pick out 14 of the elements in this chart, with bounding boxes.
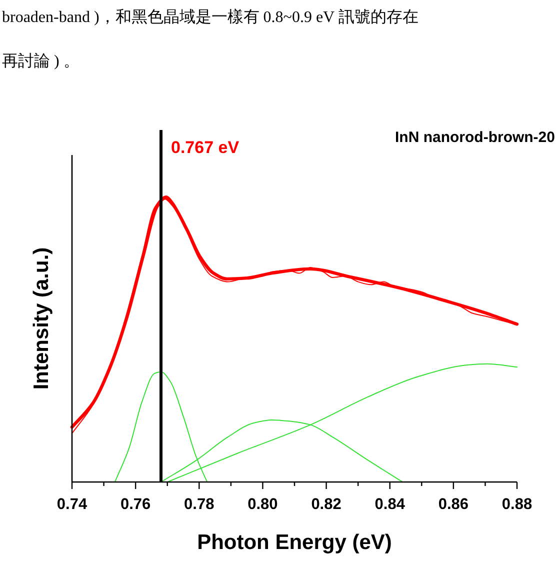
x-tick-label: 0.88 [502, 496, 532, 513]
x-tick-label: 0.84 [374, 496, 406, 513]
x-tick-label: 0.86 [438, 496, 469, 513]
text: broaden-band )，和黑色晶域是一樣有 0.8~0.9 eV 訊號的存在 [2, 8, 418, 26]
x-tick-label: 0.76 [120, 496, 152, 513]
x-tick-label: 0.74 [56, 496, 88, 513]
y-axis-title: Intensity (a.u.) [30, 247, 53, 390]
x-tick-label: 0.82 [311, 496, 342, 513]
x-tick-label: 0.80 [248, 496, 278, 513]
text: 再討論 ) 。 [2, 52, 80, 70]
ref-line-label: 0.767 eV [171, 138, 240, 157]
x-tick-label: 0.78 [184, 496, 215, 513]
x-axis-title: Photon Energy (eV) [197, 531, 392, 554]
chart-title: InN nanorod-brown-20 [395, 129, 555, 146]
